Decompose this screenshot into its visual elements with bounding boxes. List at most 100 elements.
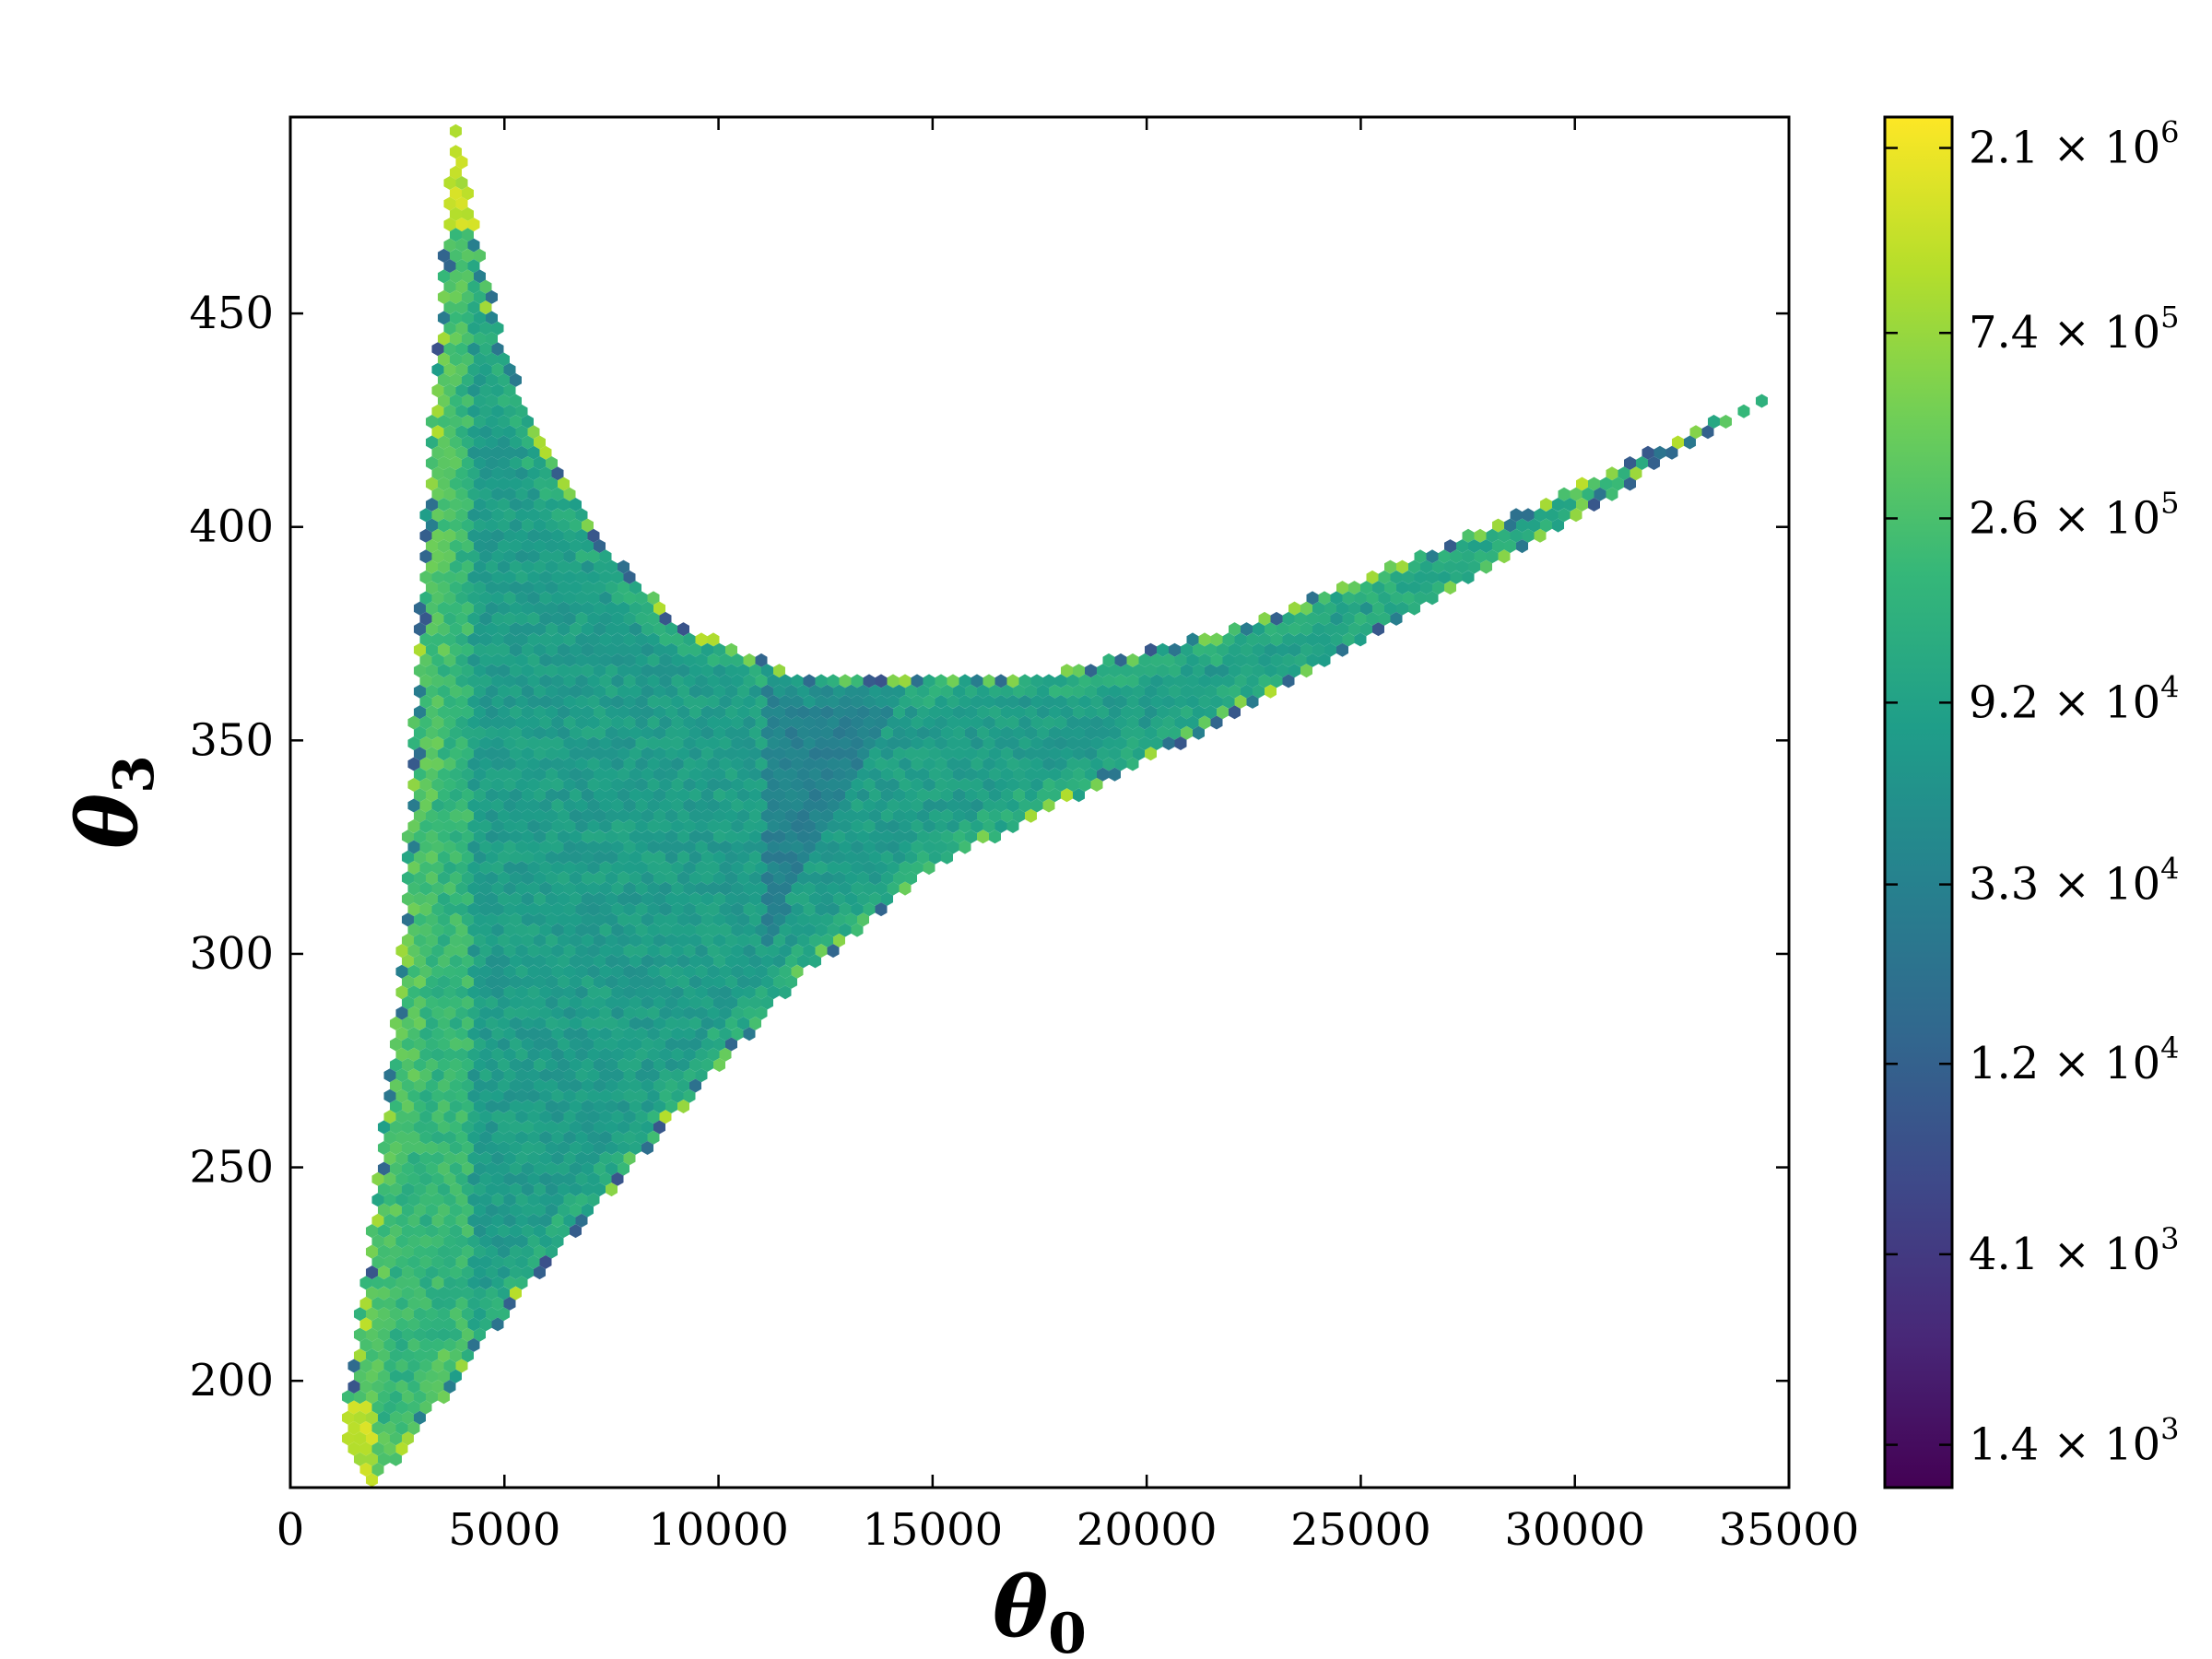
hex-cell <box>503 1047 516 1062</box>
hex-cell <box>791 798 804 813</box>
hex-cell <box>414 1203 426 1218</box>
hex-cell <box>395 1171 408 1186</box>
hex-cell <box>989 830 1001 844</box>
hex-cell <box>383 1110 396 1124</box>
hex-cell <box>623 944 636 959</box>
hex-cell <box>575 715 588 730</box>
hex-cell <box>629 1037 641 1052</box>
hex-cell <box>390 1224 402 1239</box>
hex-cell <box>1109 767 1121 782</box>
hex-cell <box>503 902 516 917</box>
hex-cell <box>450 891 462 906</box>
hex-cell <box>503 923 516 937</box>
hex-cell <box>618 891 629 906</box>
hex-cell <box>845 767 857 782</box>
hex-cell <box>779 694 792 709</box>
hex-cell <box>419 570 432 584</box>
hex-cell <box>606 747 618 761</box>
hex-cell <box>426 1078 438 1093</box>
hex-cell <box>522 1182 534 1197</box>
hex-cell <box>402 1037 414 1052</box>
hex-cell <box>546 767 558 782</box>
hex-cell <box>498 518 510 533</box>
hex-cell <box>606 1141 618 1155</box>
hex-cell <box>498 1141 510 1155</box>
hex-cell <box>647 778 660 792</box>
hex-cell <box>713 1037 725 1052</box>
hex-cell <box>407 923 420 937</box>
hex-cell <box>534 767 546 782</box>
hex-cell <box>570 601 582 616</box>
hex-cell <box>719 1006 732 1020</box>
hex-cell <box>719 923 732 937</box>
hex-cell <box>1049 725 1061 740</box>
hex-cell <box>582 912 594 927</box>
hex-cell <box>683 1027 696 1041</box>
hex-cell <box>491 611 504 626</box>
hex-cell <box>737 871 749 886</box>
hex-cell <box>431 964 444 979</box>
hex-cell <box>419 1068 432 1083</box>
hex-cell <box>486 1120 498 1135</box>
hex-cell <box>719 944 732 959</box>
hex-cell <box>390 1078 402 1093</box>
hex-cell <box>450 995 462 1010</box>
hex-cell <box>606 1100 618 1113</box>
hex-cell <box>647 674 660 688</box>
hex-cell <box>575 964 588 979</box>
hex-cell <box>467 591 480 606</box>
hex-cell <box>515 570 528 584</box>
hex-cell <box>947 715 959 730</box>
hex-cell <box>522 891 534 906</box>
hex-cell <box>431 1130 444 1145</box>
hex-cell <box>671 1006 684 1020</box>
hex-cell <box>443 902 456 917</box>
hex-cell <box>378 1327 390 1342</box>
hex-cell <box>647 1027 660 1041</box>
hex-cell <box>1006 819 1019 833</box>
hex-cell <box>395 1151 408 1166</box>
hex-cell <box>527 1171 540 1186</box>
hex-cell <box>510 684 522 699</box>
hex-cell <box>486 1224 498 1239</box>
hex-cell <box>1037 767 1049 782</box>
hex-cell <box>653 622 665 637</box>
hex-cell <box>701 850 713 865</box>
hex-cell <box>486 1182 498 1197</box>
hex-cell <box>546 477 558 491</box>
hex-cell <box>1138 674 1151 688</box>
x-tick-label: 30000 <box>1504 1504 1645 1556</box>
hex-cell <box>929 850 941 865</box>
colorbar-tick-label: 3.3 × 104 <box>1969 852 2180 911</box>
hex-cell <box>611 861 624 876</box>
hex-cell <box>546 1182 558 1197</box>
hex-cell <box>366 1286 378 1300</box>
hex-cell <box>510 725 522 740</box>
hex-cell <box>498 642 510 657</box>
hex-cell <box>527 736 540 750</box>
hex-cell <box>821 684 833 699</box>
hex-cell <box>450 539 462 554</box>
hex-cell <box>438 933 450 947</box>
hex-cell <box>450 725 462 740</box>
hex-cell <box>462 1348 474 1363</box>
hex-cell <box>479 1068 492 1083</box>
hex-cell <box>611 840 624 854</box>
hex-cell <box>863 757 876 771</box>
hex-cell <box>599 1006 612 1020</box>
hex-cell <box>587 715 600 730</box>
hex-cell <box>809 747 821 761</box>
hex-cell <box>689 830 701 844</box>
hex-cell <box>467 321 480 335</box>
hex-cell <box>653 1078 665 1093</box>
hex-cell <box>707 632 720 647</box>
hex-cell <box>623 840 636 854</box>
y-tick-label: 300 <box>189 928 274 980</box>
hex-cell <box>414 1410 426 1425</box>
hex-cell <box>737 767 749 782</box>
hex-cell <box>1174 674 1187 688</box>
hex-cell <box>558 830 570 844</box>
hex-cell <box>677 1100 689 1113</box>
hex-cell <box>534 1141 546 1155</box>
hex-cell <box>402 871 414 886</box>
